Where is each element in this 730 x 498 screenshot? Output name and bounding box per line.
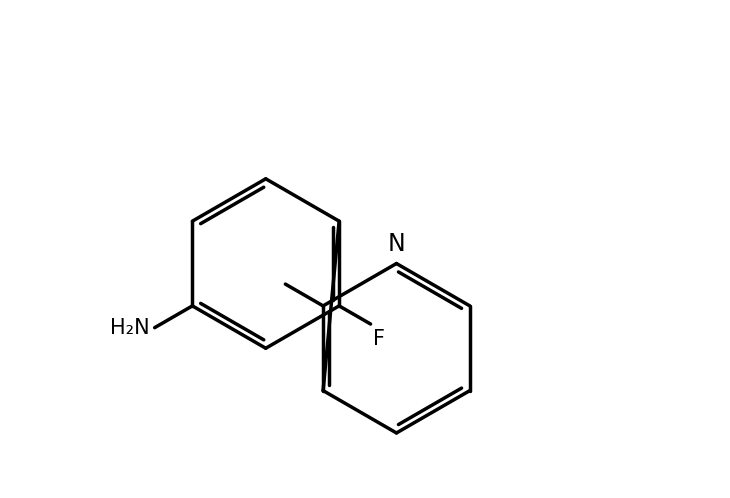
Text: H₂N: H₂N: [110, 318, 150, 338]
Text: F: F: [373, 329, 385, 349]
Text: N: N: [388, 232, 405, 256]
